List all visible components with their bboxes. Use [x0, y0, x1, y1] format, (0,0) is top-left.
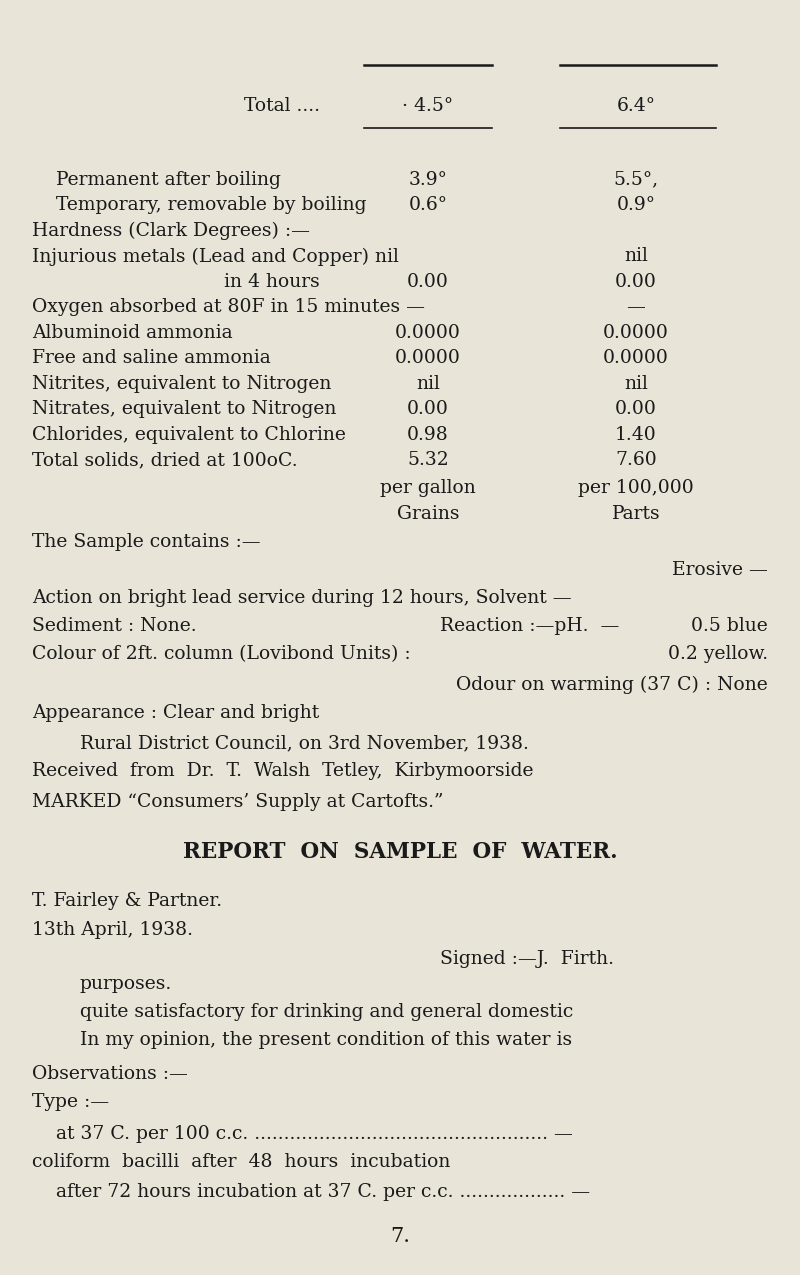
Text: 0.0000: 0.0000 [603, 324, 669, 342]
Text: per gallon: per gallon [380, 479, 476, 497]
Text: Sediment : None.: Sediment : None. [32, 617, 197, 635]
Text: —: — [626, 298, 646, 316]
Text: per 100,000: per 100,000 [578, 479, 694, 497]
Text: 0.0000: 0.0000 [603, 349, 669, 367]
Text: 0.6°: 0.6° [409, 196, 447, 214]
Text: Reaction :—pH.  —: Reaction :—pH. — [440, 617, 619, 635]
Text: · 4.5°: · 4.5° [402, 97, 454, 115]
Text: MARKED “Consumers’ Supply at Cartofts.”: MARKED “Consumers’ Supply at Cartofts.” [32, 793, 443, 811]
Text: Nitrates, equivalent to Nitrogen: Nitrates, equivalent to Nitrogen [32, 400, 336, 418]
Text: Total ....: Total .... [244, 97, 320, 115]
Text: Total solids, dried at 100oC.: Total solids, dried at 100oC. [32, 451, 298, 469]
Text: 3.9°: 3.9° [409, 171, 447, 189]
Text: 0.2 yellow.: 0.2 yellow. [668, 645, 768, 663]
Text: after 72 hours incubation at 37 C. per c.c. .................. —: after 72 hours incubation at 37 C. per c… [56, 1183, 590, 1201]
Text: purposes.: purposes. [80, 975, 172, 993]
Text: Rural District Council, on 3rd November, 1938.: Rural District Council, on 3rd November,… [80, 734, 529, 752]
Text: 5.5°,: 5.5°, [614, 171, 658, 189]
Text: Injurious metals (Lead and Copper) nil: Injurious metals (Lead and Copper) nil [32, 247, 399, 265]
Text: Free and saline ammonia: Free and saline ammonia [32, 349, 270, 367]
Text: Grains: Grains [397, 505, 459, 523]
Text: 0.00: 0.00 [615, 273, 657, 291]
Text: The Sample contains :—: The Sample contains :— [32, 533, 261, 551]
Text: 0.00: 0.00 [615, 400, 657, 418]
Text: 0.98: 0.98 [407, 426, 449, 444]
Text: Odour on warming (37 C) : None: Odour on warming (37 C) : None [456, 676, 768, 694]
Text: Signed :—J.  Firth.: Signed :—J. Firth. [440, 950, 614, 968]
Text: Albuminoid ammonia: Albuminoid ammonia [32, 324, 233, 342]
Text: Received  from  Dr.  T.  Walsh  Tetley,  Kirbymoorside: Received from Dr. T. Walsh Tetley, Kirby… [32, 762, 534, 780]
Text: Colour of 2ft. column (Lovibond Units) :: Colour of 2ft. column (Lovibond Units) : [32, 645, 410, 663]
Text: nil: nil [416, 375, 440, 393]
Text: Permanent after boiling: Permanent after boiling [56, 171, 281, 189]
Text: Nitrites, equivalent to Nitrogen: Nitrites, equivalent to Nitrogen [32, 375, 331, 393]
Text: 13th April, 1938.: 13th April, 1938. [32, 921, 193, 938]
Text: 0.0000: 0.0000 [395, 349, 461, 367]
Text: Type :—: Type :— [32, 1093, 109, 1111]
Text: 6.4°: 6.4° [617, 97, 655, 115]
Text: Observations :—: Observations :— [32, 1065, 188, 1082]
Text: Action on bright lead service during 12 hours, Solvent —: Action on bright lead service during 12 … [32, 589, 572, 607]
Text: 0.00: 0.00 [407, 400, 449, 418]
Text: Appearance : Clear and bright: Appearance : Clear and bright [32, 704, 319, 722]
Text: 1.40: 1.40 [615, 426, 657, 444]
Text: 0.00: 0.00 [407, 273, 449, 291]
Text: Oxygen absorbed at 80F in 15 minutes —: Oxygen absorbed at 80F in 15 minutes — [32, 298, 425, 316]
Text: 5.32: 5.32 [407, 451, 449, 469]
Text: 0.5 blue: 0.5 blue [691, 617, 768, 635]
Text: Hardness (Clark Degrees) :—: Hardness (Clark Degrees) :— [32, 222, 310, 240]
Text: nil: nil [624, 375, 648, 393]
Text: 0.0000: 0.0000 [395, 324, 461, 342]
Text: nil: nil [624, 247, 648, 265]
Text: In my opinion, the present condition of this water is: In my opinion, the present condition of … [80, 1031, 572, 1049]
Text: in 4 hours: in 4 hours [224, 273, 320, 291]
Text: Chlorides, equivalent to Chlorine: Chlorides, equivalent to Chlorine [32, 426, 346, 444]
Text: T. Fairley & Partner.: T. Fairley & Partner. [32, 892, 222, 910]
Text: 7.60: 7.60 [615, 451, 657, 469]
Text: coliform  bacilli  after  48  hours  incubation: coliform bacilli after 48 hours incubati… [32, 1153, 450, 1170]
Text: quite satisfactory for drinking and general domestic: quite satisfactory for drinking and gene… [80, 1003, 574, 1021]
Text: at 37 C. per 100 c.c. .................................................. —: at 37 C. per 100 c.c. ..................… [56, 1125, 573, 1142]
Text: REPORT  ON  SAMPLE  OF  WATER.: REPORT ON SAMPLE OF WATER. [182, 842, 618, 863]
Text: Parts: Parts [612, 505, 660, 523]
Text: 0.9°: 0.9° [617, 196, 655, 214]
Text: Temporary, removable by boiling: Temporary, removable by boiling [56, 196, 366, 214]
Text: 7.: 7. [390, 1227, 410, 1246]
Text: Erosive —: Erosive — [672, 561, 768, 579]
